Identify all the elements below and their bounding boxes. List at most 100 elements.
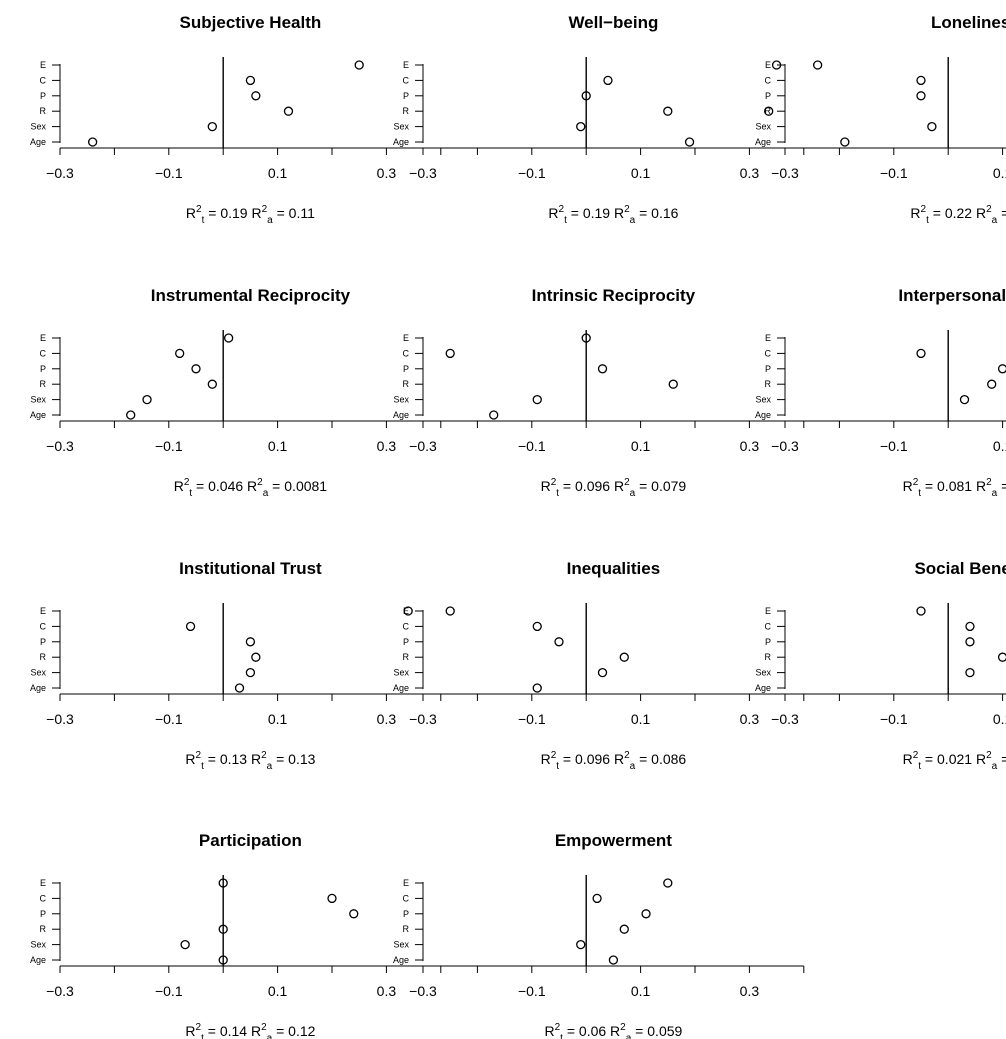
coefficient-point-e [663,878,673,888]
category-label: Sex [30,395,46,405]
category-label: E [403,333,409,343]
coefficient-point-sex [142,394,152,405]
x-tick-label: −0.1 [155,438,183,454]
category-label: Age [393,683,409,693]
coefficient-point-r [207,379,217,389]
panel-title: Social Benefits [914,559,1006,578]
coefficient-point-r [987,379,997,389]
coefficient-point-e [812,60,823,70]
category-label: Sex [393,122,409,132]
category-label: R [40,652,47,662]
panel-title: Subjective Health [180,13,322,32]
panel-8: Social BenefitsECPRSexAge−0.3−0.10.10.3R… [755,559,1006,772]
category-label: Age [755,683,771,693]
coefficient-point-sex [597,667,608,678]
r-squared-annotation: R2t = 0.22 R2a = 0.21 [910,204,1006,226]
category-label: R [765,652,772,662]
x-tick-label: −0.3 [771,438,799,454]
coefficient-point-p [245,637,256,647]
x-tick-label: 0.1 [631,438,651,454]
coefficient-point-e [354,60,364,70]
coefficient-point-sex [207,121,217,132]
coefficient-point-r [997,652,1006,662]
category-label: E [40,60,46,70]
category-label: Age [393,410,409,420]
x-tick-label: 0.3 [377,165,397,181]
category-label: E [403,606,409,616]
category-label: R [40,924,47,934]
x-tick-label: 0.3 [740,165,760,181]
category-label: R [765,106,772,116]
coefficient-point-sex [959,394,970,405]
coefficient-point-sex [927,121,937,132]
category-label: P [40,909,46,919]
category-label: Sex [30,122,46,132]
coefficient-point-r [619,652,629,662]
x-tick-label: −0.1 [518,983,546,999]
r-squared-annotation: R2t = 0.06 R2a = 0.059 [544,1022,682,1039]
x-tick-label: −0.1 [880,165,908,181]
coefficient-point-p [554,637,564,647]
r-squared-annotation: R2t = 0.19 R2a = 0.16 [548,204,678,226]
category-label: C [40,893,47,903]
x-tick-label: −0.1 [518,165,546,181]
category-label: Sex [393,940,409,950]
x-tick-label: 0.3 [377,438,397,454]
r-squared-annotation: R2t = 0.19 R2a = 0.11 [186,204,315,226]
category-label: P [403,91,409,101]
category-label: E [40,333,46,343]
coefficient-point-c [916,75,926,86]
x-tick-label: 0.1 [268,711,288,727]
category-label: E [403,878,409,888]
coefficient-point-sex [532,394,542,405]
category-label: R [403,924,410,934]
category-label: C [765,621,772,631]
coefficient-point-r [218,924,228,934]
coefficient-point-sex [965,667,975,678]
coefficient-point-e [223,333,234,343]
r-squared-annotation: R2t = 0.14 R2a = 0.12 [185,1022,315,1039]
panel-title: Empowerment [555,831,672,850]
x-tick-label: −0.3 [409,165,437,181]
x-tick-label: −0.3 [409,438,437,454]
x-tick-label: 0.1 [993,438,1006,454]
coefficient-point-p [597,364,608,374]
coefficient-point-p [349,909,359,919]
category-label: P [403,364,409,374]
panel-title: Participation [199,831,302,850]
coefficient-point-age [532,683,542,693]
category-label: P [403,909,409,919]
category-label: C [40,348,47,358]
category-label: Sex [393,395,409,405]
category-label: C [765,75,772,85]
coefficient-point-age [218,955,228,965]
category-label: C [40,75,47,85]
coefficient-point-c [603,75,613,86]
category-label: R [40,106,47,116]
category-label: R [403,106,410,116]
category-label: Age [755,137,771,147]
coefficient-point-age [489,410,499,420]
x-tick-label: 0.1 [268,983,288,999]
x-tick-label: −0.3 [409,983,437,999]
coefficient-point-p [641,909,651,919]
x-tick-label: −0.3 [46,165,74,181]
category-label: P [403,637,409,647]
coefficient-point-age [87,137,98,147]
category-label: E [765,606,771,616]
category-label: Age [755,410,771,420]
x-tick-label: −0.1 [155,983,183,999]
coefficient-point-c [175,348,185,359]
category-label: Sex [30,668,46,678]
coefficient-point-sex [180,939,190,950]
category-label: Age [30,955,46,965]
category-label: P [765,637,771,647]
category-label: E [40,606,46,616]
r-squared-annotation: R2t = 0.021 R2a = 0.012 [903,750,1006,772]
